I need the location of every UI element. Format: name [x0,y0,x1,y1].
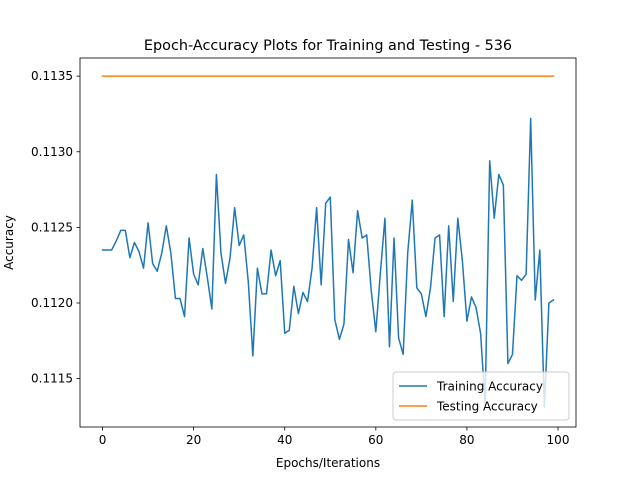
x-tick-label: 60 [368,433,383,447]
series-line-training-accuracy [101,117,555,409]
x-tick-label: 0 [99,433,107,447]
x-tick-label: 80 [459,433,474,447]
axes-frame [79,57,577,428]
x-tick-label: 20 [186,433,201,447]
legend-label: Testing Accuracy [436,400,538,414]
x-tick-label: 40 [277,433,292,447]
y-tick-label: 0.1115 [31,372,73,386]
y-axis-title: Accuracy [2,215,16,270]
chart-title: Epoch-Accuracy Plots for Training and Te… [144,38,512,54]
y-tick-label: 0.1130 [31,145,73,159]
legend-label: Training Accuracy [436,380,543,394]
axes-border [79,57,577,428]
legend: Training Accuracy Testing Accuracy [392,371,570,421]
y-tick-label: 0.1135 [31,69,73,83]
plot-background [80,58,576,427]
y-tick-label: 0.1125 [31,220,73,234]
plot-area [79,57,577,428]
series-layer [101,75,555,409]
x-axis-title: Epochs/Iterations [276,456,380,470]
legend-box [392,371,570,421]
x-axis: 0 20 40 60 80 100 [99,427,570,447]
y-axis: 0.1115 0.1120 0.1125 0.1130 0.1135 [31,69,80,386]
x-tick-label: 100 [547,433,570,447]
y-tick-label: 0.1120 [31,296,73,310]
